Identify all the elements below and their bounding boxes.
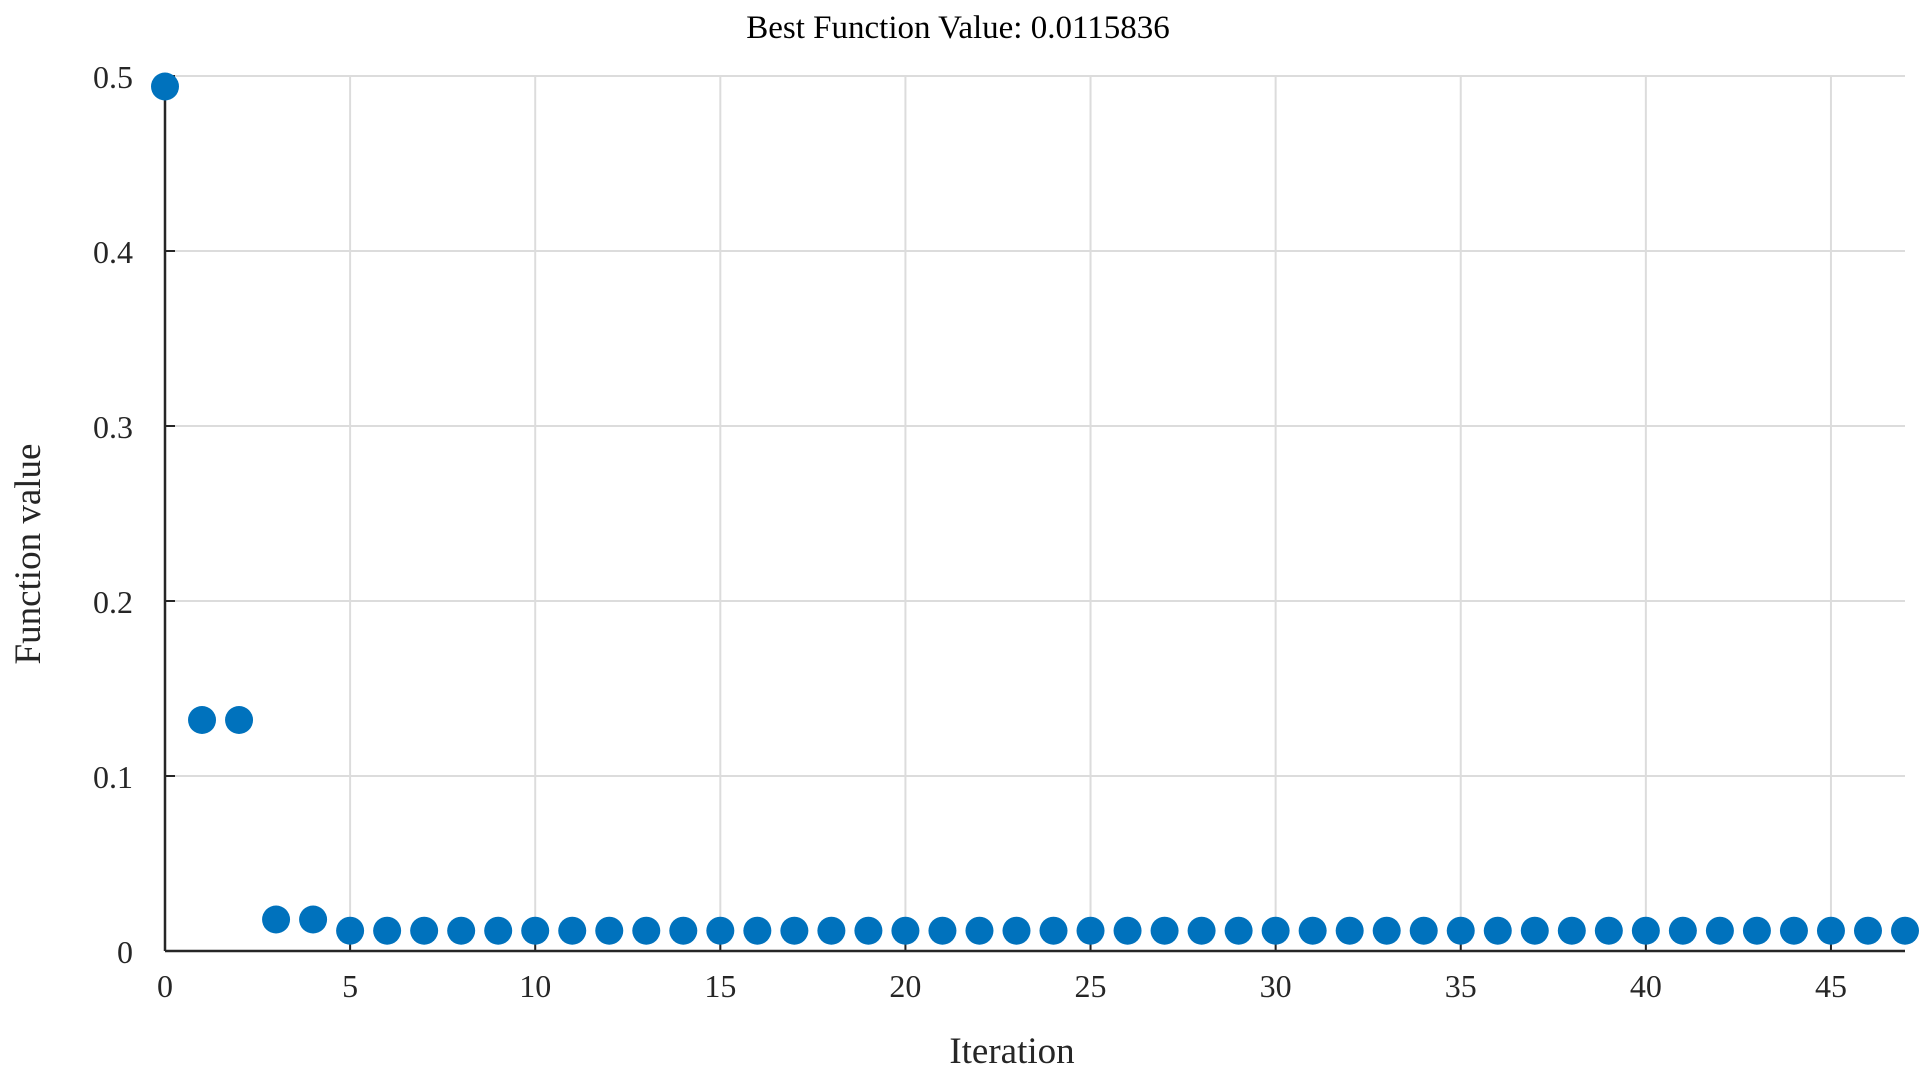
y-axis-title: Function value [8, 444, 49, 665]
y-tick-label: 0 [117, 934, 133, 970]
data-point [188, 706, 217, 734]
data-point [1816, 916, 1845, 945]
x-axis-title: Iteration [949, 1031, 1074, 1072]
data-point [1224, 916, 1253, 945]
y-tick-label: 0.3 [93, 409, 133, 445]
data-point [1631, 916, 1660, 945]
data-point [1187, 916, 1216, 945]
x-tick-label: 15 [704, 968, 736, 1004]
x-tick-label: 25 [1075, 968, 1107, 1004]
data-point [1853, 916, 1882, 945]
data-point [780, 916, 809, 945]
axes [163, 75, 1905, 953]
data-point [1520, 916, 1549, 945]
x-tick-label: 40 [1630, 968, 1662, 1004]
y-tick-label: 0.1 [93, 759, 133, 795]
x-tick-label: 30 [1260, 968, 1292, 1004]
data-point [1039, 916, 1068, 945]
data-point [558, 916, 587, 945]
data-point [1557, 916, 1586, 945]
data-point [1446, 916, 1475, 945]
grid-lines [165, 75, 1905, 951]
x-tick-label: 10 [519, 968, 551, 1004]
data-point [595, 916, 624, 945]
data-point [632, 916, 661, 945]
data-point [225, 706, 254, 734]
data-point [743, 916, 772, 945]
data-point [1150, 916, 1179, 945]
x-tick-label: 45 [1815, 968, 1847, 1004]
x-tick-label: 20 [889, 968, 921, 1004]
data-point [1779, 916, 1808, 945]
data-point [1261, 916, 1290, 945]
data-point [928, 916, 957, 945]
data-point [1668, 916, 1697, 945]
data-point [262, 905, 291, 934]
data-point [1298, 916, 1327, 945]
y-tick-label: 0.5 [93, 59, 133, 95]
data-point [817, 916, 846, 945]
data-point [373, 916, 402, 945]
data-point [447, 916, 476, 945]
data-point [1705, 916, 1734, 945]
data-point [1076, 916, 1105, 945]
data-point [299, 905, 328, 934]
data-point [336, 916, 365, 945]
y-tick-label: 0.2 [93, 584, 133, 620]
data-point [1113, 916, 1142, 945]
y-tick-label: 0.4 [93, 234, 133, 270]
data-point [410, 916, 439, 945]
data-point [669, 916, 698, 945]
data-point [706, 916, 735, 945]
data-point [1742, 916, 1771, 945]
data-point [1891, 916, 1919, 945]
data-point [1335, 916, 1364, 945]
data-point [891, 916, 920, 945]
data-point [1002, 916, 1031, 945]
data-point [965, 916, 994, 945]
data-point [151, 72, 179, 101]
x-tick-label: 5 [342, 968, 358, 1004]
tick-labels: 0 5 10 15 20 25 30 35 40 45 0 0.1 0.2 0.3 0.4 0.5 [93, 59, 1847, 1004]
x-tick-label: 0 [157, 968, 173, 1004]
data-point [484, 916, 513, 945]
x-tick-label: 35 [1445, 968, 1477, 1004]
data-point [1594, 916, 1623, 945]
chart-title: Best Function Value: 0.0115836 [746, 10, 1170, 46]
data-points [151, 72, 1919, 945]
data-point [1372, 916, 1401, 945]
data-point [854, 916, 883, 945]
data-point [1409, 916, 1438, 945]
data-point [1483, 916, 1512, 945]
data-point [521, 916, 550, 945]
